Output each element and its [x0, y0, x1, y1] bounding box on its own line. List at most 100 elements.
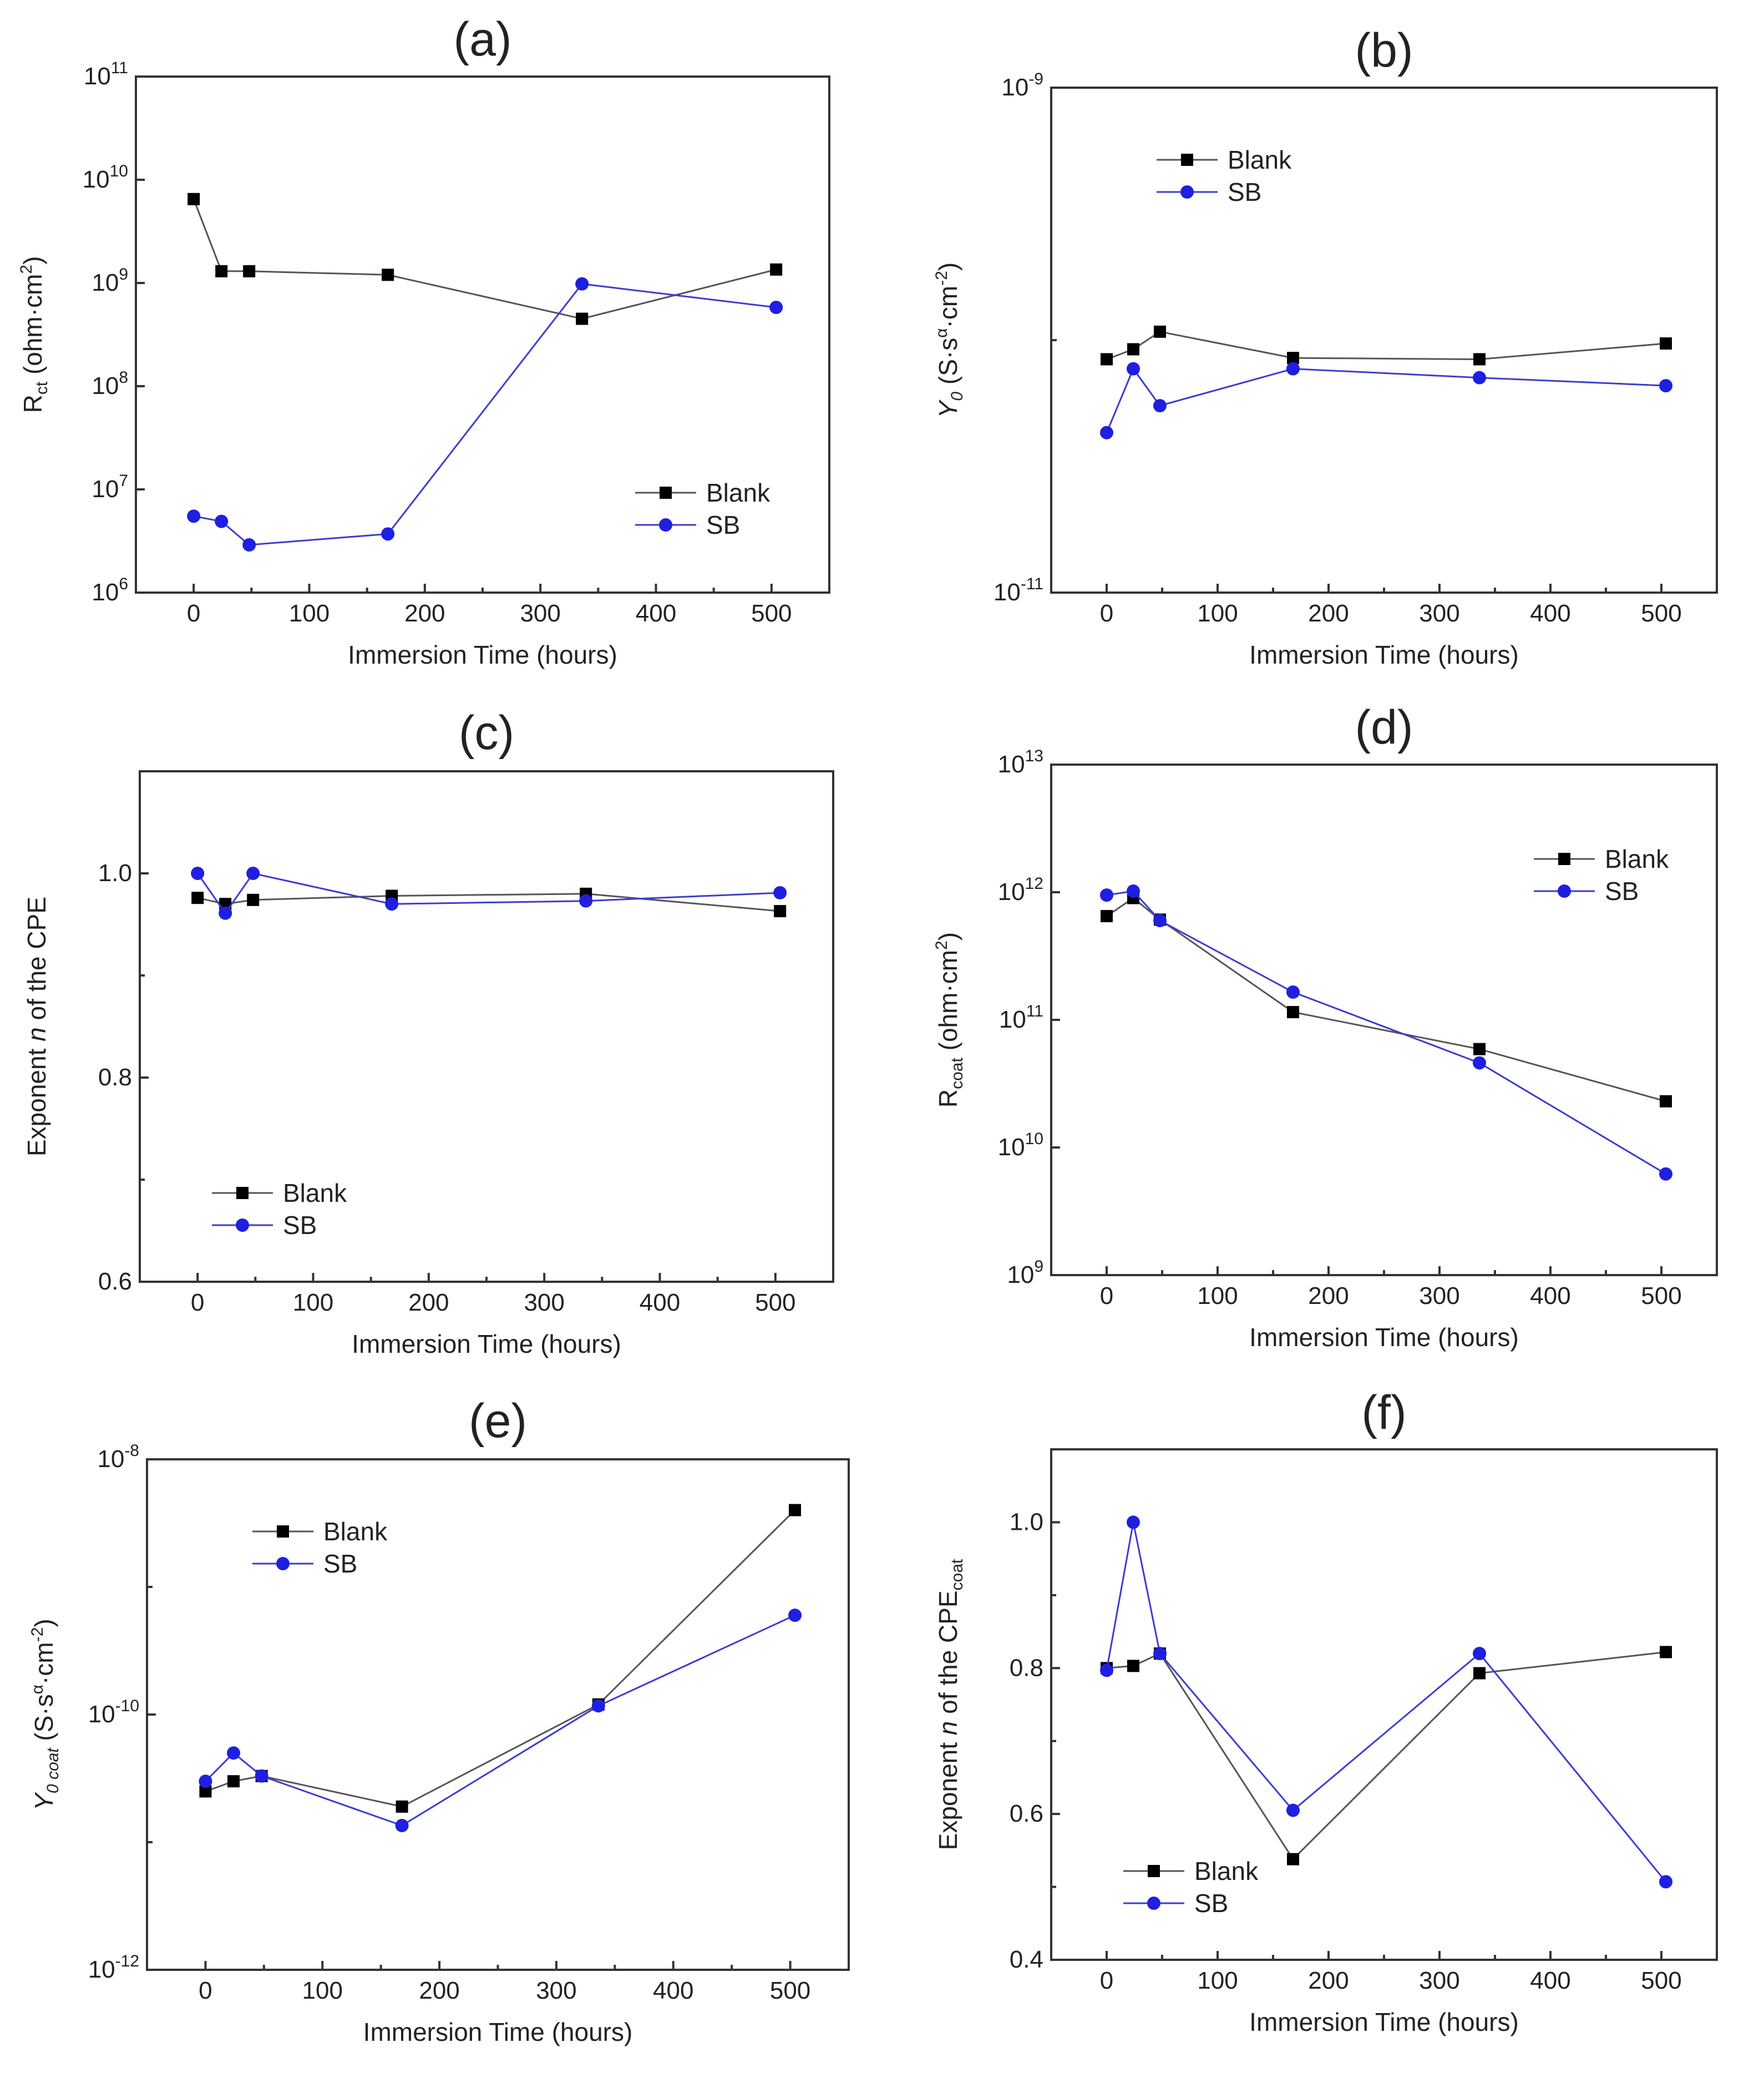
y-axis-label: Y0 coat (S·sα·cm-2): [28, 1619, 62, 1811]
x-tick-label: 0: [1100, 1967, 1113, 1994]
legend-label-blank: Blank: [1228, 145, 1292, 174]
x-tick-label: 100: [302, 1977, 343, 2004]
x-tick-label: 400: [1530, 600, 1570, 627]
legend-marker-circle: [1180, 185, 1194, 199]
legend-marker-circle: [659, 518, 672, 532]
data-point-sb: [227, 1746, 241, 1760]
x-tick-label: 500: [755, 1289, 795, 1316]
data-point-sb: [1659, 1167, 1672, 1181]
x-axis-label: Immersion Time (hours): [352, 1329, 621, 1358]
data-point-sb: [1100, 426, 1113, 439]
data-point-blank: [382, 269, 394, 281]
x-tick-label: 400: [640, 1289, 680, 1316]
x-tick-label: 200: [404, 600, 445, 627]
panel-f: (f) 0 100 200 300 400 500 0.4 0.6 0.8 1.0 Immersion…: [934, 1386, 1718, 2036]
data-point-blank: [1287, 1006, 1299, 1019]
data-point-blank: [1660, 337, 1672, 350]
data-point-sb: [1286, 985, 1300, 999]
y-axis-label: Exponent n of the CPEcoat: [934, 1559, 966, 1850]
x-tick-label: 500: [1641, 1967, 1681, 1994]
panel-label: (e): [469, 1394, 527, 1448]
data-point-sb: [769, 301, 783, 315]
panel-label: (d): [1355, 701, 1413, 754]
legend-marker-square: [1148, 1865, 1160, 1877]
x-tick-label: 500: [751, 600, 792, 627]
y-axis-label: Rct (ohm·cm2): [17, 256, 51, 413]
data-point-blank: [1101, 353, 1113, 366]
x-tick-label: 400: [653, 1977, 693, 2004]
y-tick-label: 1.0: [98, 859, 132, 887]
legend: Blank SB: [1534, 845, 1669, 906]
data-point-blank: [774, 905, 787, 918]
x-tick-label: 0: [191, 1289, 204, 1316]
data-point-blank: [576, 312, 589, 325]
legend-marker-circle: [1558, 884, 1571, 898]
legend-label-sb: SB: [1228, 178, 1261, 206]
legend-label-sb: SB: [323, 1549, 357, 1578]
y-tick-label: 109: [92, 265, 128, 296]
panel-a: (a) 0 100 200 300 400 500 106 107 108 109 1010 1011 I…: [17, 13, 830, 669]
y-tick-label: 10-11: [993, 575, 1043, 606]
y-tick-label: 108: [92, 368, 128, 400]
y-tick-label: 106: [92, 575, 128, 606]
data-point-sb: [1659, 379, 1672, 393]
x-tick-label: 100: [1197, 1282, 1238, 1310]
legend-label-blank: Blank: [1194, 1857, 1259, 1885]
x-tick-label: 200: [1308, 600, 1349, 627]
y-tick-label: 1011: [999, 1002, 1043, 1033]
data-point-sb: [1659, 1875, 1672, 1889]
data-point-blank: [1473, 353, 1486, 366]
data-point-blank: [1473, 1043, 1486, 1055]
x-tick-label: 200: [408, 1289, 449, 1316]
legend-label-blank: Blank: [706, 478, 771, 507]
legend-marker-square: [1558, 853, 1570, 865]
data-point-blank: [1127, 343, 1139, 356]
legend-marker-square: [236, 1187, 249, 1199]
data-point-sb: [242, 538, 256, 552]
x-tick-label: 300: [524, 1289, 564, 1316]
data-point-sb: [385, 897, 399, 911]
legend: Blank SB: [1123, 1857, 1259, 1918]
panel-d: (d) 0 100 200 300 400 500 109 1010 1011 1012 1013 Im…: [932, 701, 1718, 1352]
data-point-blank: [396, 1800, 408, 1813]
legend-label-sb: SB: [1605, 877, 1639, 906]
data-point-sb: [1153, 399, 1167, 413]
y-tick-label: 10-12: [88, 1952, 139, 1983]
data-point-blank: [219, 898, 232, 911]
data-point-sb: [1473, 1056, 1486, 1070]
x-tick-label: 100: [1197, 1967, 1238, 1994]
x-tick-label: 500: [1641, 600, 1681, 627]
data-point-sb: [773, 886, 787, 899]
x-tick-label: 300: [520, 600, 560, 627]
x-tick-label: 300: [536, 1977, 576, 2004]
data-point-sb: [1473, 371, 1486, 385]
legend: Blank SB: [1157, 145, 1292, 206]
legend-label-blank: Blank: [1605, 845, 1669, 873]
legend-marker-circle: [236, 1219, 249, 1232]
x-tick-label: 100: [1197, 600, 1238, 627]
x-tick-label: 0: [187, 600, 200, 627]
y-tick-label: 10-10: [88, 1697, 139, 1728]
data-point-sb: [187, 509, 201, 523]
series-line-sb: [1106, 1522, 1667, 1883]
data-point-blank: [1660, 1646, 1672, 1659]
data-point-sb: [215, 514, 229, 528]
series-line-blank: [192, 199, 777, 320]
y-tick-label: 1013: [998, 747, 1043, 778]
panel-c: (c) 0 100 200 300 400 500 0.6 0.8 1.0 Immersion Ti…: [22, 706, 834, 1358]
data-point-blank: [1287, 1853, 1299, 1865]
panel-b: (b) 0 100 200 300 400 500 10-11 10-9 Immersion Ti…: [932, 24, 1718, 669]
data-point-sb: [395, 1819, 409, 1833]
data-point-blank: [770, 263, 783, 276]
x-axis-label: Immersion Time (hours): [1249, 640, 1519, 669]
panel-label: (f): [1361, 1386, 1406, 1439]
y-tick-label: 1012: [998, 874, 1043, 906]
x-tick-label: 300: [1419, 600, 1459, 627]
legend-label-sb: SB: [1194, 1889, 1228, 1918]
legend-marker-square: [660, 487, 672, 499]
panel-label: (c): [459, 706, 514, 760]
series-line-sb: [1106, 367, 1666, 433]
data-point-blank: [789, 1504, 802, 1516]
data-point-blank: [199, 1785, 212, 1798]
